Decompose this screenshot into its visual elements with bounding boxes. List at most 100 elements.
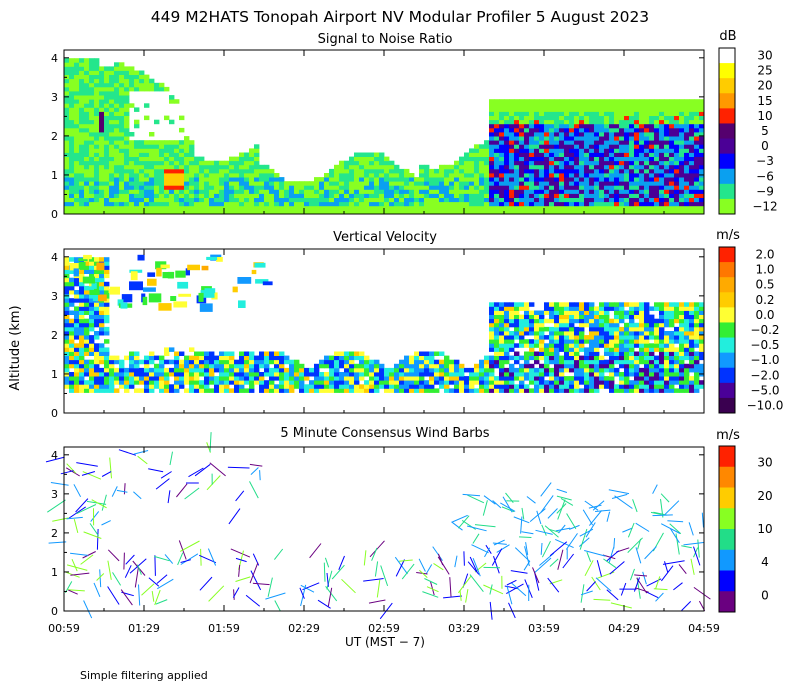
heatmap-cell: [134, 181, 140, 186]
heatmap-cell: [604, 367, 610, 373]
heatmap-cell: [684, 339, 690, 344]
heatmap-cell: [579, 132, 585, 137]
heatmap-cell: [79, 372, 85, 377]
heatmap-cell: [179, 193, 185, 198]
wind-barb: [493, 539, 505, 546]
heatmap-cell: [64, 148, 70, 153]
heatmap-cell: [364, 164, 370, 170]
heatmap-cell: [654, 302, 660, 307]
heatmap-cell: [699, 205, 705, 211]
heatmap-cell: [384, 189, 390, 194]
heatmap-cell: [594, 144, 600, 149]
heatmap-cell: [314, 384, 320, 389]
heatmap-cell: [259, 164, 265, 170]
heatmap-cell: [454, 359, 460, 365]
heatmap-cell: [494, 160, 500, 166]
heatmap-cell: [255, 279, 269, 284]
heatmap-cell: [404, 193, 410, 198]
heatmap-cell: [139, 177, 145, 182]
heatmap-cell: [79, 388, 85, 393]
heatmap-cell: [304, 185, 310, 190]
heatmap-cell: [599, 107, 605, 112]
heatmap-cell: [609, 185, 615, 190]
heatmap-cell: [624, 351, 630, 356]
heatmap-cell: [474, 168, 480, 174]
heatmap-cell: [364, 193, 370, 198]
heatmap-cell: [599, 205, 605, 211]
heatmap-cell: [684, 107, 690, 112]
heatmap-cell: [114, 119, 120, 125]
heatmap-cell: [189, 205, 195, 211]
heatmap-cell: [189, 164, 195, 170]
heatmap-cell: [529, 201, 535, 207]
heatmap-cell: [419, 164, 425, 170]
heatmap-cell: [634, 367, 640, 373]
heatmap-cell: [84, 205, 90, 211]
heatmap-cell: [614, 310, 620, 315]
heatmap-cell: [109, 74, 115, 80]
heatmap-cell: [124, 376, 130, 381]
heatmap-cell: [564, 347, 570, 352]
heatmap-cell: [579, 156, 585, 162]
heatmap-cell: [674, 310, 680, 315]
heatmap-cell: [544, 380, 550, 385]
heatmap-cell: [494, 99, 500, 104]
heatmap-cell: [449, 173, 455, 178]
heatmap-cell: [514, 111, 520, 116]
heatmap-cell: [509, 376, 515, 381]
heatmap-cell: [444, 185, 450, 190]
heatmap-cell: [79, 70, 85, 75]
heatmap-cell: [379, 173, 385, 178]
heatmap-cell: [129, 152, 135, 157]
heatmap-cell: [244, 201, 250, 207]
heatmap-cell: [684, 205, 690, 211]
heatmap-cell: [599, 355, 605, 361]
wind-barb: [323, 562, 326, 582]
heatmap-cell: [339, 363, 345, 369]
heatmap-cell: [74, 197, 80, 203]
heatmap-cell: [454, 168, 460, 174]
heatmap-cell: [269, 388, 275, 393]
wind-barb: [629, 568, 635, 581]
heatmap-cell: [149, 367, 155, 373]
heatmap-cell: [384, 384, 390, 389]
heatmap-cell: [699, 103, 705, 108]
heatmap-cell: [574, 209, 580, 215]
heatmap-cell: [584, 189, 590, 194]
heatmap-cell: [614, 136, 620, 141]
heatmap-cell: [144, 115, 150, 121]
heatmap-cell: [499, 127, 505, 133]
heatmap-cell: [429, 185, 435, 190]
heatmap-cell: [519, 123, 525, 129]
heatmap-cell: [509, 314, 515, 320]
colorbar-segment: [719, 93, 735, 109]
heatmap-cell: [654, 189, 660, 194]
heatmap-cell: [159, 144, 165, 149]
heatmap-cell: [629, 115, 635, 121]
heatmap-cell: [254, 201, 260, 207]
heatmap-cell: [554, 209, 560, 215]
heatmap-cell: [629, 343, 635, 348]
heatmap-cell: [409, 388, 415, 393]
heatmap-cell: [284, 367, 290, 373]
heatmap-cell: [514, 160, 520, 166]
heatmap-cell: [259, 197, 265, 203]
heatmap-cell: [104, 209, 110, 215]
heatmap-cell: [534, 193, 540, 198]
wind-barb: [541, 524, 547, 536]
heatmap-cell: [239, 351, 245, 356]
heatmap-cell: [239, 205, 245, 211]
heatmap-cell: [664, 322, 670, 328]
heatmap-cell: [609, 123, 615, 129]
heatmap-cell: [184, 189, 190, 194]
heatmap-cell: [519, 193, 525, 198]
heatmap-cell: [649, 107, 655, 112]
heatmap-cell: [264, 372, 270, 377]
heatmap-cell: [504, 318, 510, 324]
wind-barb: [678, 564, 687, 575]
heatmap-cell: [64, 306, 70, 311]
heatmap-cell: [689, 193, 695, 198]
wind-barb: [526, 496, 536, 504]
heatmap-cell: [164, 177, 170, 182]
heatmap-cell: [519, 119, 525, 125]
